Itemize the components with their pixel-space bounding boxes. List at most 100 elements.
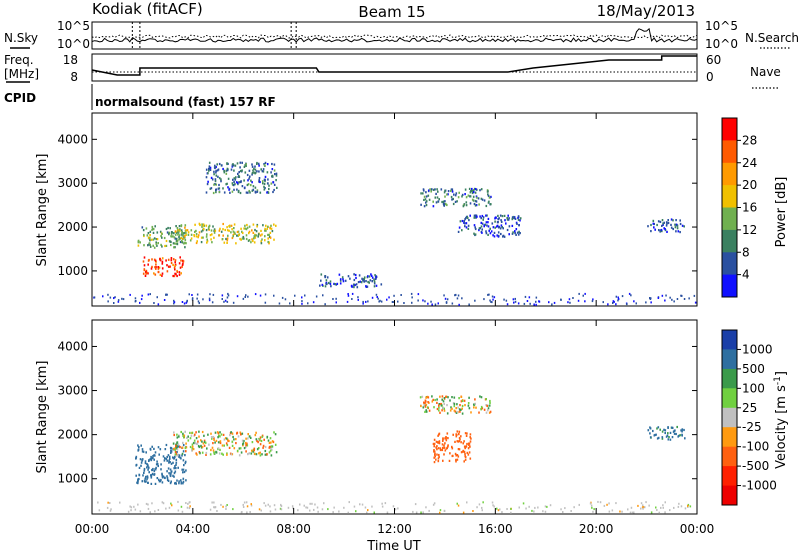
data-cell <box>166 478 169 482</box>
data-cell <box>481 214 484 218</box>
data-cell <box>449 452 451 455</box>
data-cell <box>209 168 212 171</box>
data-cell <box>367 275 369 278</box>
data-cell <box>346 300 349 303</box>
data-cell <box>432 398 434 401</box>
data-cell <box>260 168 262 171</box>
data-cell <box>501 215 504 218</box>
data-cell <box>229 434 231 437</box>
data-cell <box>494 220 496 223</box>
data-cell <box>464 225 466 228</box>
data-cell <box>291 505 294 508</box>
data-cell <box>515 228 518 231</box>
data-cell <box>259 234 262 237</box>
data-cell <box>157 242 159 245</box>
data-cell <box>212 191 215 195</box>
data-cell <box>122 298 125 301</box>
data-cell <box>271 445 273 448</box>
data-cell <box>151 502 153 505</box>
data-cell <box>466 432 468 435</box>
data-cell <box>457 440 460 443</box>
data-cell <box>675 219 677 222</box>
data-cell <box>183 470 186 474</box>
data-cell <box>278 302 281 305</box>
data-cell <box>664 429 667 432</box>
data-cell <box>441 409 443 412</box>
data-cell <box>152 244 154 247</box>
data-cell <box>511 218 514 221</box>
data-cell <box>469 195 472 198</box>
data-cell <box>107 300 109 303</box>
data-cell <box>693 294 696 297</box>
data-cell <box>473 403 475 406</box>
data-cell <box>166 455 168 459</box>
data-cell <box>438 198 440 201</box>
data-cell <box>244 446 247 449</box>
data-cell <box>261 170 264 173</box>
data-cell <box>232 301 235 304</box>
data-cell <box>154 451 157 454</box>
data-cell <box>534 506 536 509</box>
data-cell <box>181 234 183 237</box>
data-cell <box>240 433 242 436</box>
data-cell <box>241 185 244 188</box>
data-cell <box>253 449 255 452</box>
y-tick-label: 2000 <box>57 220 88 234</box>
data-cell <box>309 502 311 505</box>
data-cell <box>200 230 203 233</box>
data-cell <box>178 225 181 228</box>
data-cell <box>428 409 431 412</box>
data-cell <box>367 300 369 303</box>
colorbar-tick-label: -1000 <box>742 479 777 493</box>
data-cell <box>365 280 367 283</box>
data-cell <box>238 171 240 174</box>
data-cell <box>442 202 445 205</box>
data-cell <box>343 506 345 509</box>
data-cell <box>363 278 365 281</box>
data-cell <box>186 506 189 509</box>
data-cell <box>153 272 155 275</box>
data-cell <box>446 412 449 415</box>
data-cell <box>261 238 263 241</box>
data-cell <box>177 229 180 232</box>
data-cell <box>269 231 272 234</box>
data-cell <box>172 274 174 278</box>
data-cell <box>425 204 428 207</box>
data-cell <box>506 228 509 232</box>
data-cell <box>246 505 249 508</box>
data-cell <box>169 240 171 243</box>
data-cell <box>506 217 508 220</box>
data-cell <box>149 245 152 248</box>
data-cell <box>656 427 658 430</box>
data-cell <box>203 439 206 442</box>
data-cell <box>257 235 259 238</box>
data-cell <box>271 448 273 451</box>
data-cell <box>479 395 481 398</box>
data-cell <box>150 474 153 477</box>
data-cell <box>259 180 261 184</box>
data-cell <box>213 501 215 504</box>
data-cell <box>660 506 662 509</box>
data-cell <box>156 462 159 466</box>
data-cell <box>459 410 461 413</box>
data-cell <box>524 295 527 298</box>
data-cell <box>244 296 246 298</box>
data-cell <box>463 445 466 448</box>
data-cell <box>213 170 215 173</box>
data-cell <box>446 193 448 196</box>
data-cell <box>480 405 483 409</box>
data-cell <box>256 448 259 451</box>
data-cell <box>664 228 666 231</box>
data-cell <box>252 188 255 191</box>
data-cell <box>451 198 453 201</box>
data-cell <box>456 297 459 300</box>
data-cell <box>457 294 460 297</box>
data-cell <box>176 446 178 449</box>
colorbar-swatch <box>722 252 737 276</box>
data-cell <box>500 220 503 223</box>
data-cell <box>507 214 509 217</box>
data-cell <box>621 295 624 298</box>
data-cell <box>273 169 276 172</box>
data-cell <box>437 190 439 193</box>
